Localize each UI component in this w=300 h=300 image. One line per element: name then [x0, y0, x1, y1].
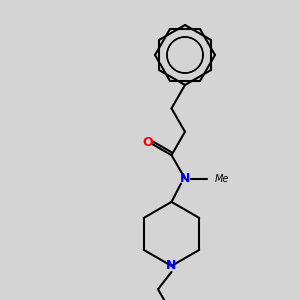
Text: N: N	[166, 260, 177, 272]
Text: Me: Me	[215, 173, 230, 184]
Text: N: N	[180, 172, 190, 185]
Text: O: O	[142, 136, 153, 148]
